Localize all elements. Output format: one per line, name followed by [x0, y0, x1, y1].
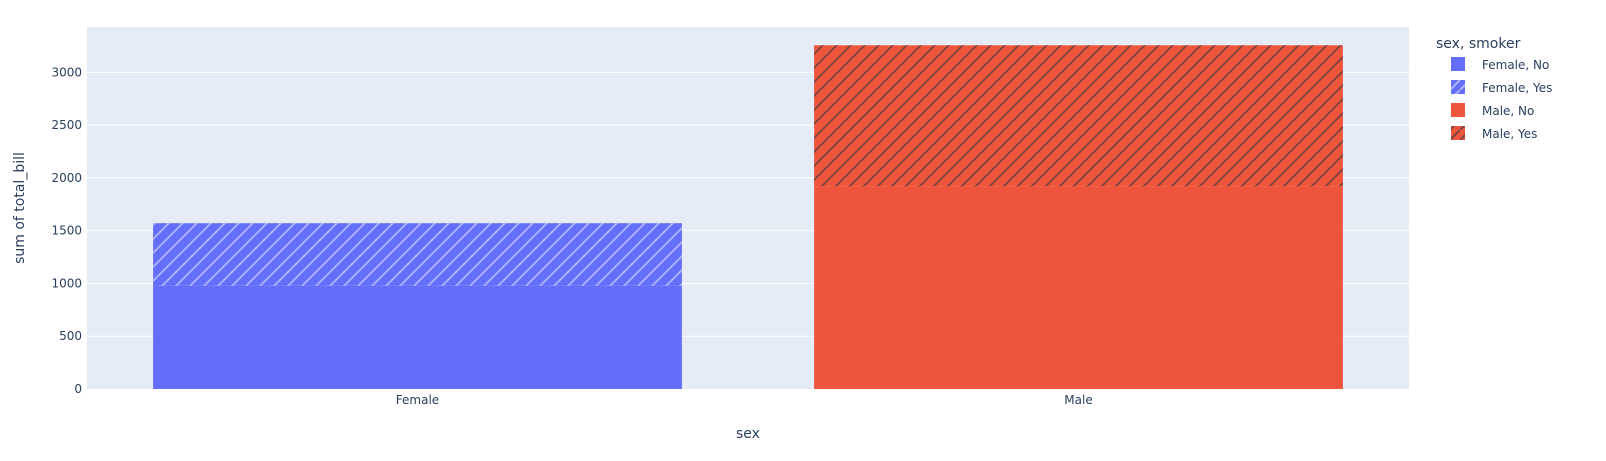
- bars-group: [153, 45, 1343, 389]
- y-tick-label: 500: [59, 329, 82, 343]
- x-axis-title: sex: [736, 426, 760, 442]
- legend-title: sex, smoker: [1436, 36, 1521, 52]
- y-tick-label: 1500: [51, 224, 82, 238]
- legend-item[interactable]: Female, No: [1451, 57, 1549, 72]
- legend-item[interactable]: Male, No: [1451, 103, 1534, 118]
- legend-swatch-hatch: [1451, 126, 1465, 140]
- x-tick-labels: Female Male: [396, 393, 1093, 407]
- y-tick-label: 2500: [51, 118, 82, 132]
- legend-label: Female, Yes: [1482, 81, 1552, 95]
- bar-hatch-overlay: [814, 45, 1343, 187]
- legend-label: Male, Yes: [1482, 127, 1537, 141]
- bar-hatch-overlay: [153, 223, 682, 286]
- legend-label: Female, No: [1482, 58, 1549, 72]
- legend-swatch: [1451, 103, 1465, 117]
- legend-item[interactable]: Female, Yes: [1451, 80, 1552, 95]
- y-tick-label: 0: [74, 382, 82, 396]
- legend: sex, smoker Female, No Female, Yes Male, N…: [1436, 36, 1552, 141]
- x-tick-label: Male: [1064, 393, 1092, 407]
- y-tick-label: 1000: [51, 276, 82, 290]
- bar-female-no: [153, 285, 682, 389]
- y-tick-labels: 0 500 1000 1500 2000 2500 3000: [51, 65, 82, 396]
- legend-item[interactable]: Male, Yes: [1451, 126, 1537, 141]
- y-tick-label: 3000: [51, 65, 82, 79]
- legend-label: Male, No: [1482, 104, 1534, 118]
- y-axis-title: sum of total_bill: [12, 152, 28, 264]
- legend-swatch-hatch: [1451, 80, 1465, 94]
- x-tick-label: Female: [396, 393, 439, 407]
- bar-male-no: [814, 186, 1343, 389]
- legend-swatch: [1451, 57, 1465, 71]
- y-tick-label: 2000: [51, 171, 82, 185]
